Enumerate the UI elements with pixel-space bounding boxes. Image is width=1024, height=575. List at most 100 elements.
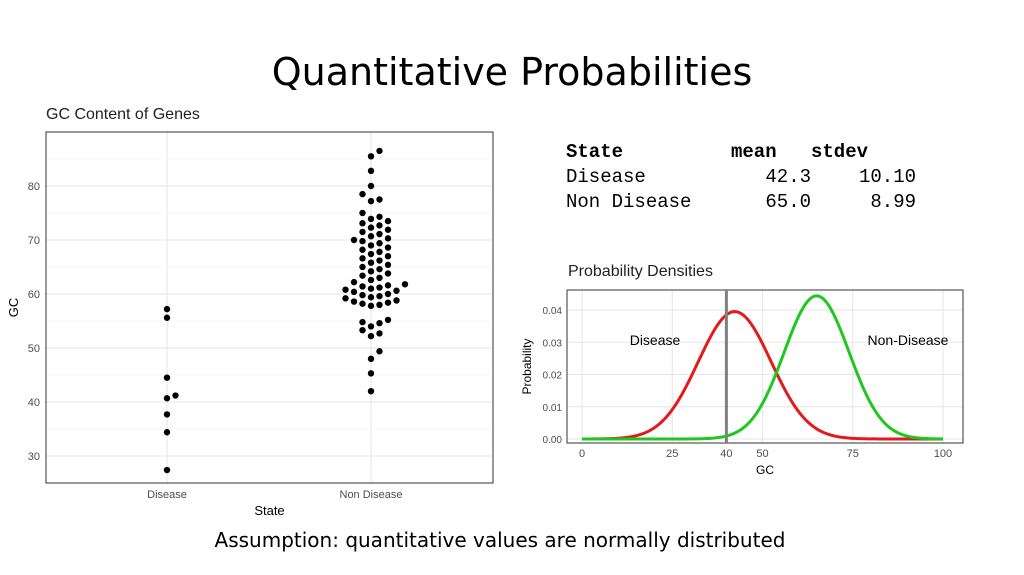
data-point (376, 240, 383, 247)
data-point (376, 257, 383, 264)
data-point (384, 226, 392, 233)
data-point (393, 287, 400, 294)
density-chart-title: Probability Densities (568, 263, 713, 280)
data-point (401, 281, 409, 288)
data-point (367, 242, 375, 249)
y-tick-label: 70 (28, 235, 40, 247)
data-point (384, 261, 392, 269)
y-axis-label: Probability (520, 338, 534, 394)
plot-panel (567, 290, 963, 443)
x-tick-label: 75 (847, 448, 859, 460)
data-point (376, 292, 383, 300)
data-point (163, 429, 171, 436)
scatter-chart-title: GC Content of Genes (46, 106, 200, 123)
data-point (359, 300, 366, 307)
y-tick-label: 50 (28, 343, 40, 355)
density-curve (582, 294, 944, 441)
data-point (367, 268, 375, 275)
stats-table: State mean stdev Disease 42.3 10.10 Non … (566, 139, 916, 214)
data-point (367, 182, 375, 190)
x-tick-label: Disease (147, 489, 187, 501)
plot-border (45, 131, 494, 484)
data-point (367, 332, 375, 340)
data-point (359, 283, 366, 290)
data-point (376, 147, 383, 155)
stats-cell-state: Non Disease (566, 190, 692, 213)
data-point (367, 285, 375, 292)
data-point (359, 318, 366, 326)
y-tick-label: 0.01 (543, 403, 563, 414)
data-point (376, 222, 383, 229)
x-tick-label: 50 (756, 448, 768, 460)
gc-content-scatter-chart: 30 40 50 60 70 80 Disease Non Disease State GC (6, 131, 494, 518)
data-point (367, 197, 375, 205)
data-point (367, 370, 375, 377)
data-point (359, 263, 366, 271)
data-point (393, 297, 400, 304)
data-point (367, 388, 375, 395)
data-point (376, 196, 383, 203)
data-point (359, 246, 366, 253)
data-point (376, 284, 383, 291)
data-point (376, 230, 383, 238)
data-point (367, 355, 375, 362)
data-point (376, 301, 383, 308)
data-point (163, 395, 171, 402)
data-point (376, 213, 383, 220)
probability-density-chart: 0.00 0.01 0.02 0.03 0.04 0 25 40 50 75 100 GC Probab… (520, 289, 964, 477)
data-point (384, 253, 392, 260)
stats-header-state: State (566, 140, 624, 163)
data-point (384, 282, 392, 289)
data-point (367, 302, 375, 310)
plot-border (566, 289, 964, 444)
legend-label-disease: Disease (630, 332, 681, 348)
stats-row: Disease 42.3 10.10 (566, 164, 916, 189)
x-axis-label: State (254, 503, 284, 518)
data-point (359, 237, 366, 245)
data-point (163, 411, 171, 418)
y-tick-label: 60 (28, 289, 40, 301)
y-tick-label: 0.00 (543, 435, 563, 446)
data-point (384, 270, 392, 277)
slide-title: Quantitative Probabilities (271, 50, 753, 94)
stats-cell-stdev: 8.99 (870, 190, 916, 213)
x-tick-label: Non Disease (340, 489, 403, 501)
data-point (384, 235, 392, 242)
data-point (359, 255, 366, 262)
x-axis-label: GC (756, 463, 774, 477)
data-point (367, 294, 375, 301)
y-tick-label: 30 (28, 451, 40, 463)
data-point (376, 348, 383, 355)
stats-cell-mean: 65.0 (765, 190, 811, 213)
data-point (359, 326, 366, 334)
data-point (350, 236, 358, 244)
data-point (163, 374, 171, 381)
data-point (367, 250, 375, 258)
data-point (384, 290, 392, 298)
stats-cell-state: Disease (566, 165, 646, 188)
y-tick-label: 0.03 (543, 338, 563, 349)
data-point (384, 217, 392, 225)
data-point (342, 295, 349, 302)
data-point (367, 153, 375, 160)
y-tick-label: 0.02 (543, 371, 563, 382)
data-point (376, 319, 383, 327)
stats-cell-mean: 42.3 (765, 165, 811, 188)
data-point (367, 233, 375, 240)
stats-cell-stdev: 10.10 (858, 165, 916, 188)
data-point (384, 244, 392, 251)
data-point (163, 466, 171, 474)
y-tick-label: 40 (28, 397, 40, 409)
data-point (350, 278, 358, 286)
data-point (367, 224, 375, 231)
data-point (367, 215, 375, 223)
x-tick-label: 0 (579, 448, 585, 460)
data-point (384, 299, 392, 306)
data-point (342, 286, 349, 293)
data-point (367, 323, 375, 330)
y-tick-label: 0.04 (543, 306, 563, 317)
x-tick-label: 25 (666, 448, 678, 460)
data-point (172, 392, 179, 399)
footer-assumption-text: Assumption: quantitative values are norm… (214, 528, 786, 552)
data-point (376, 330, 383, 337)
